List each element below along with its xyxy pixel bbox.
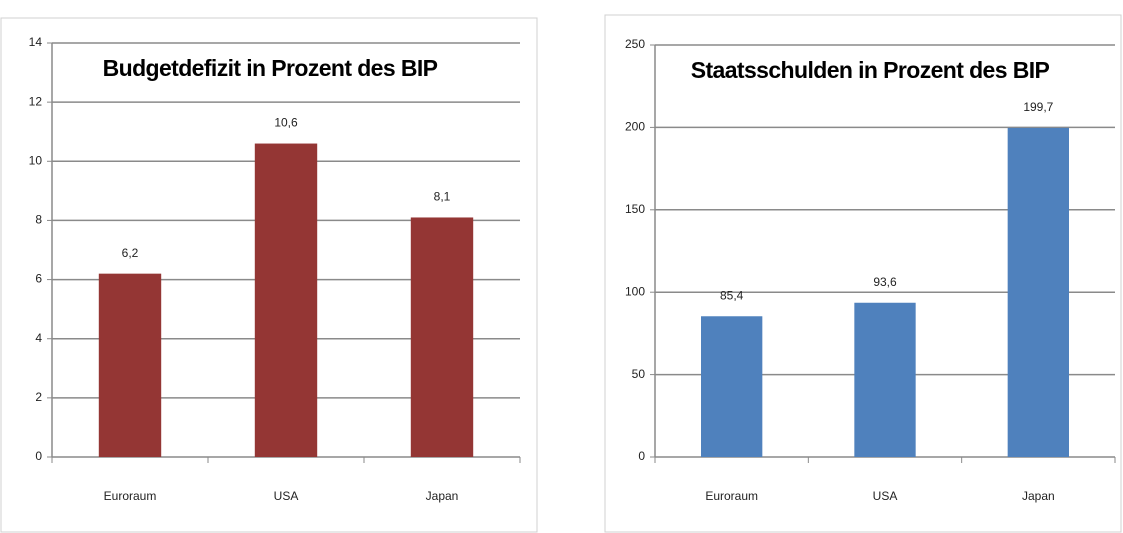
x-tick-label: Euroraum	[705, 489, 758, 503]
data-label: 10,6	[274, 116, 298, 130]
bar	[98, 273, 162, 457]
y-tick-label: 100	[625, 284, 645, 298]
bar	[854, 302, 916, 457]
y-tick-label: 14	[29, 35, 43, 49]
data-label: 85,4	[720, 288, 744, 302]
x-tick-label: Japan	[426, 489, 459, 503]
data-label: 6,2	[122, 246, 139, 260]
bar	[701, 316, 763, 457]
x-tick-label: Japan	[1022, 489, 1055, 503]
chart-frame	[0, 17, 538, 533]
y-tick-label: 6	[35, 272, 42, 286]
y-tick-label: 12	[29, 94, 43, 108]
y-tick-label: 4	[35, 331, 42, 345]
bar	[254, 143, 318, 458]
y-tick-label: 10	[29, 153, 43, 167]
x-tick-label: USA	[274, 489, 299, 503]
y-tick-label: 150	[625, 202, 645, 216]
y-tick-label: 8	[35, 213, 42, 227]
y-tick-label: 0	[35, 449, 42, 463]
bar	[1007, 127, 1069, 457]
chart-title: Budgetdefizit in Prozent des BIP	[103, 55, 438, 81]
chart-frame	[604, 14, 1122, 533]
chart-title: Staatsschulden in Prozent des BIP	[691, 57, 1050, 83]
data-label: 8,1	[434, 190, 451, 204]
y-tick-label: 0	[638, 449, 645, 463]
y-tick-label: 200	[625, 120, 645, 134]
data-label: 199,7	[1023, 100, 1053, 114]
data-label: 93,6	[873, 275, 897, 289]
y-tick-label: 250	[625, 37, 645, 51]
x-tick-label: USA	[873, 489, 898, 503]
y-tick-label: 50	[632, 367, 646, 381]
bar	[410, 217, 474, 457]
x-tick-label: Euroraum	[104, 489, 157, 503]
y-tick-label: 2	[35, 390, 42, 404]
